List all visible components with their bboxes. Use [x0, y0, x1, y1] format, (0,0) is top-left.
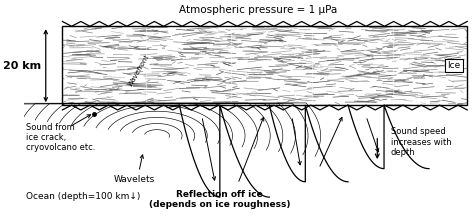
- Text: Wavelets: Wavelets: [114, 175, 155, 184]
- Text: Wavefront: Wavefront: [127, 53, 150, 88]
- Text: Sound from
ice crack,
cryovolcano etc.: Sound from ice crack, cryovolcano etc.: [27, 123, 96, 152]
- Text: Reflection off ice
(depends on ice roughness): Reflection off ice (depends on ice rough…: [149, 190, 291, 209]
- Text: Sound speed
increases with
depth: Sound speed increases with depth: [391, 127, 451, 157]
- Bar: [63, 26, 467, 105]
- Text: 20 km: 20 km: [3, 61, 41, 71]
- Text: Atmospheric pressure = 1 μPa: Atmospheric pressure = 1 μPa: [179, 5, 337, 16]
- Text: Ocean (depth=100 km↓): Ocean (depth=100 km↓): [27, 193, 141, 201]
- Text: Ice: Ice: [447, 61, 460, 70]
